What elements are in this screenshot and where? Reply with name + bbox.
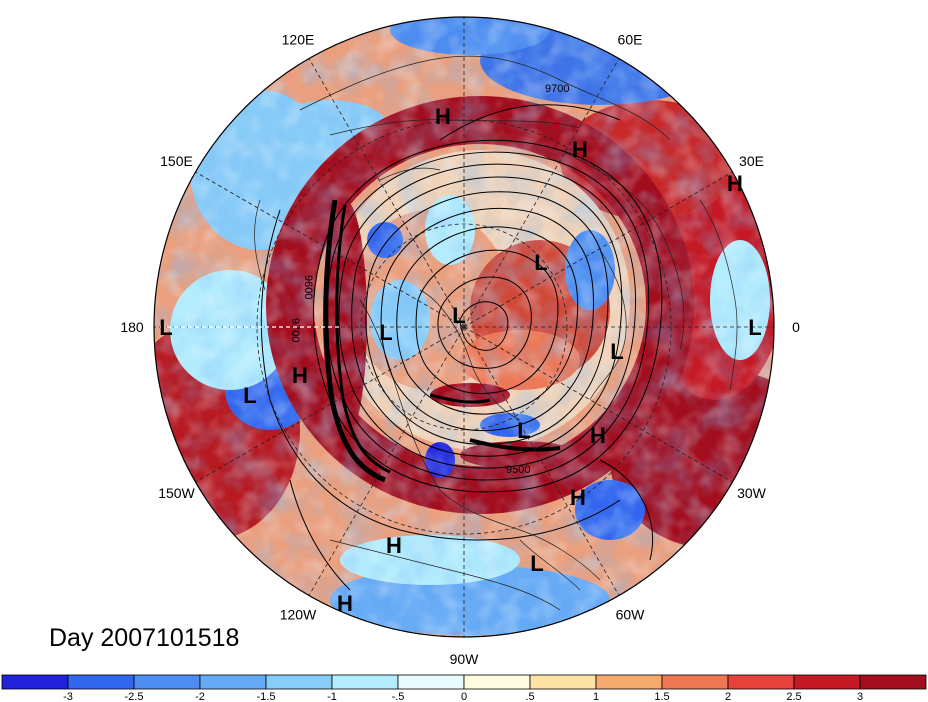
longitude-label: 60W <box>616 607 646 623</box>
high-pressure-marker: H <box>727 171 743 196</box>
meridian-line <box>463 326 733 483</box>
height-contours <box>260 104 663 591</box>
graticule <box>154 17 774 637</box>
high-pressure-marker: H <box>292 363 308 388</box>
longitude-label: 90W <box>450 651 480 667</box>
high-pressure-marker: H <box>386 533 402 558</box>
colorbar-tick-label: -1.5 <box>257 691 276 702</box>
contour-label: 9700 <box>289 318 301 342</box>
high-pressure-marker: H <box>570 485 586 510</box>
colorbar-swatch <box>727 674 795 690</box>
longitude-label: 150W <box>158 485 195 501</box>
high-pressure-marker: H <box>337 591 353 616</box>
colorbar-swatch <box>793 674 861 690</box>
colorbar-swatch <box>199 674 267 690</box>
longitude-label: 150E <box>160 153 193 169</box>
meridian-line <box>463 171 733 328</box>
colorbar-tick-label: -.5 <box>392 691 405 702</box>
contour-label: 9500 <box>506 464 530 476</box>
longitude-label: 30E <box>739 153 764 169</box>
colorbar-swatch <box>133 674 201 690</box>
high-pressure-marker: H <box>572 137 588 162</box>
low-pressure-marker: L <box>379 320 392 345</box>
colorbar-swatch <box>1 674 69 690</box>
low-pressure-marker: L <box>452 303 465 328</box>
longitude-label: 0 <box>792 319 800 335</box>
longitude-label: 90E <box>452 0 477 3</box>
colorbar-tick-label: 1.5 <box>654 691 669 702</box>
meridian-line <box>463 58 620 328</box>
pressure-centers: H H H L L L L L L H L L H H H L H <box>159 104 761 616</box>
colorbar-swatch <box>265 674 333 690</box>
meridian-line <box>195 326 465 483</box>
low-pressure-marker: L <box>517 418 530 443</box>
high-pressure-marker: H <box>590 423 606 448</box>
low-pressure-marker: L <box>159 315 172 340</box>
longitude-label: 30W <box>737 485 767 501</box>
map-border <box>153 16 775 638</box>
longitude-label: 120W <box>280 607 317 623</box>
colorbar-swatch <box>67 674 135 690</box>
longitude-labels: 90E 60E 30E 0 30W 60W 90W 120W 150W 180 150E 120E <box>120 0 800 667</box>
colorbar-swatch <box>661 674 729 690</box>
low-pressure-marker: L <box>748 315 761 340</box>
colorbar-tick-label: -1 <box>327 691 337 702</box>
day-title: Day 2007101518 <box>49 624 239 652</box>
low-pressure-marker: L <box>243 383 256 408</box>
meridian-line <box>463 326 620 596</box>
meridian-line <box>308 58 465 328</box>
meridian-line <box>308 326 465 596</box>
colorbar-swatch <box>859 674 927 690</box>
colorbar-tick-label: -2.5 <box>125 691 144 702</box>
colorbar-swatch <box>529 674 597 690</box>
contour-label: 9700 <box>545 83 569 95</box>
colorbar-swatch <box>595 674 663 690</box>
colorbar-swatch <box>463 674 531 690</box>
longitude-label: 180 <box>120 319 144 335</box>
contour-value-labels: 9700 9600 9700 9500 <box>289 83 569 476</box>
low-pressure-marker: L <box>530 551 543 576</box>
colorbar-tick-label: .5 <box>525 691 534 702</box>
colorbar: -3 -2.5 -2 -1.5 -1 -.5 0 .5 1 1.5 2 2.5 3 <box>1 674 927 702</box>
colorbar-tick-label: -3 <box>63 691 73 702</box>
coastlines <box>254 55 738 611</box>
colorbar-tick-label: 2 <box>725 691 731 702</box>
colorbar-tick-label: 3 <box>857 691 863 702</box>
colorbar-swatch <box>331 674 399 690</box>
contour-label: 9600 <box>302 275 314 299</box>
high-pressure-marker: H <box>435 104 451 129</box>
longitude-label: 60E <box>618 32 643 48</box>
colorbar-tick-label: 0 <box>461 691 467 702</box>
meridian-line <box>195 171 465 328</box>
low-pressure-marker: L <box>610 339 623 364</box>
colorbar-tick-label: 2.5 <box>786 691 801 702</box>
low-pressure-marker: L <box>534 250 547 275</box>
longitude-label: 120E <box>282 32 315 48</box>
colorbar-tick-label: 1 <box>593 691 599 702</box>
colorbar-tick-label: -2 <box>195 691 205 702</box>
colorbar-swatch <box>397 674 465 690</box>
